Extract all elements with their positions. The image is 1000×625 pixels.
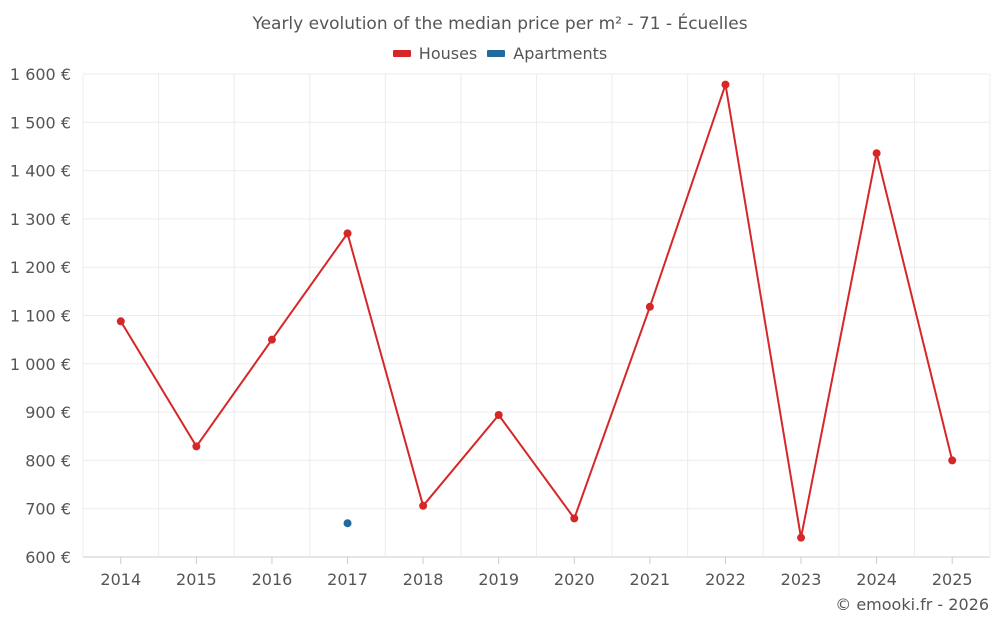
- data-point-apartments: [343, 519, 352, 528]
- data-point-houses: [872, 149, 881, 158]
- x-tick-label: 2014: [100, 570, 141, 589]
- chart-title: Yearly evolution of the median price per…: [252, 14, 748, 34]
- data-point-houses: [948, 456, 957, 465]
- y-tick-label: 1 000 €: [10, 355, 71, 374]
- legend-item-apartments[interactable]: Apartments: [487, 44, 607, 63]
- x-tick-label: 2025: [932, 570, 973, 589]
- y-tick-label: 800 €: [25, 451, 71, 470]
- legend-label-apartments: Apartments: [513, 44, 608, 63]
- data-point-houses: [343, 229, 352, 238]
- y-tick-label: 1 100 €: [10, 307, 71, 326]
- y-tick-label: 600 €: [25, 548, 71, 567]
- y-tick-label: 1 500 €: [10, 113, 71, 132]
- y-tick-label: 1 300 €: [10, 210, 71, 229]
- x-tick-label: 2019: [478, 570, 519, 589]
- data-point-houses: [494, 410, 503, 419]
- x-tick-label: 2020: [554, 570, 595, 589]
- x-tick-label: 2015: [176, 570, 217, 589]
- legend-swatch-apartments: [487, 50, 506, 57]
- x-tick-label: 2018: [403, 570, 444, 589]
- x-tick-label: 2017: [327, 570, 368, 589]
- data-point-houses: [797, 533, 806, 542]
- x-tick-label: 2021: [630, 570, 671, 589]
- legend-item-houses[interactable]: Houses: [392, 44, 478, 63]
- legend: Houses Apartments: [0, 44, 1000, 63]
- data-point-houses: [645, 302, 654, 311]
- y-tick-label: 1 400 €: [10, 162, 71, 181]
- data-point-houses: [721, 80, 730, 89]
- data-point-houses: [116, 317, 125, 326]
- x-tick-label: 2022: [705, 570, 746, 589]
- y-tick-label: 1 200 €: [10, 258, 71, 277]
- x-tick-label: 2016: [252, 570, 293, 589]
- data-point-houses: [419, 501, 428, 510]
- y-tick-label: 900 €: [25, 403, 71, 422]
- y-tick-label: 1 600 €: [10, 65, 71, 84]
- credit-text: © emooki.fr - 2026: [835, 595, 989, 614]
- x-tick-label: 2024: [856, 570, 897, 589]
- y-tick-label: 700 €: [25, 500, 71, 519]
- data-point-houses: [570, 514, 579, 523]
- data-point-houses: [192, 442, 201, 451]
- x-tick-label: 2023: [781, 570, 822, 589]
- series-line-houses: [119, 83, 954, 539]
- data-point-houses: [267, 335, 276, 344]
- legend-label-houses: Houses: [418, 44, 478, 63]
- legend-swatch-houses: [392, 50, 411, 57]
